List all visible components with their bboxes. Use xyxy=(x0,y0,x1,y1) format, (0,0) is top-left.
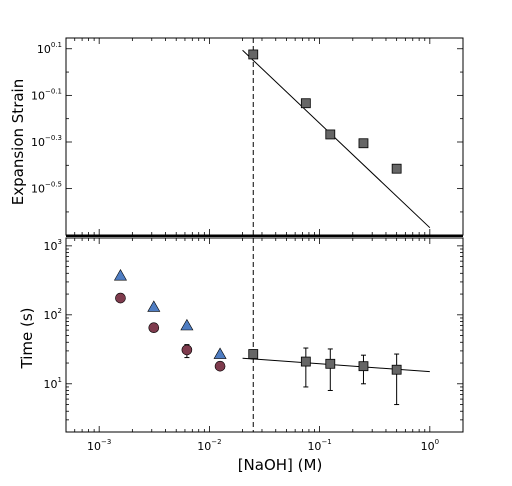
bottom-triangle-marker xyxy=(113,269,127,281)
top-y-tick-label: 10−0.1 xyxy=(31,87,62,102)
top-panel-expansion-strain: 100.1 10−0.1 10−0.3 10−0.5 xyxy=(31,37,464,236)
top-square-marker xyxy=(325,129,336,140)
x-tick-label: 10−2 xyxy=(197,438,221,453)
top-square-marker xyxy=(300,98,311,109)
x-axis-label: [NaOH] (M) xyxy=(238,456,323,474)
bottom-triangle-marker xyxy=(147,300,161,312)
top-y-axis-label: Expansion Strain xyxy=(9,79,27,205)
top-y-tick-label: 100.1 xyxy=(37,41,62,56)
bottom-square-marker xyxy=(391,364,402,375)
top-y-tick-label: 10−0.3 xyxy=(31,134,62,149)
bottom-y-tick-label: 101 xyxy=(44,376,62,391)
x-tick-label: 100 xyxy=(421,438,439,453)
top-y-tick-label: 10−0.5 xyxy=(31,181,62,196)
bottom-fit-line xyxy=(242,357,430,373)
bottom-circle-marker xyxy=(214,360,226,372)
top-square-marker xyxy=(248,49,259,60)
bottom-y-tick-label: 103 xyxy=(44,238,62,253)
bottom-square-marker xyxy=(300,356,311,367)
bottom-triangle-marker xyxy=(213,347,227,359)
bottom-circle-marker xyxy=(181,344,193,356)
bottom-square-marker xyxy=(358,361,369,372)
bottom-circle-marker xyxy=(115,292,126,304)
top-square-marker xyxy=(391,163,402,174)
bottom-plot-frame xyxy=(65,237,464,433)
top-square-marker xyxy=(358,138,369,149)
bottom-y-axis-label: Time (s) xyxy=(18,308,36,370)
bottom-triangle-marker xyxy=(180,318,194,331)
bottom-square-marker xyxy=(248,349,259,359)
bottom-y-tick-label: 102 xyxy=(44,307,62,322)
x-tick-label: 10−3 xyxy=(87,438,111,453)
bottom-panel-time: 103 102 101 10−3 10−2 10−1 100 xyxy=(44,237,464,453)
bottom-circle-marker xyxy=(148,322,160,334)
top-plot-frame xyxy=(65,37,464,236)
bottom-square-marker xyxy=(325,358,336,369)
x-tick-label: 10−1 xyxy=(307,438,331,453)
top-fit-line xyxy=(242,49,431,229)
